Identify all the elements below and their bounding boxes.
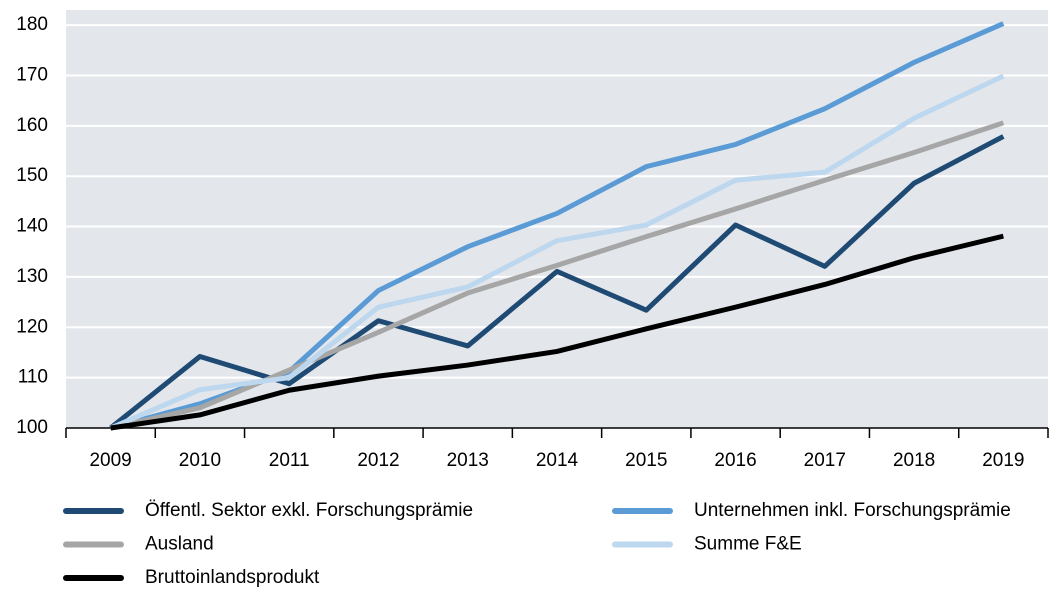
y-tick-label: 170: [16, 64, 48, 85]
x-tick-label: 2019: [982, 450, 1024, 471]
x-tick-label: 2013: [447, 450, 489, 471]
plot-area: [66, 10, 1048, 428]
y-tick-label: 180: [16, 14, 48, 35]
series-line: [109, 73, 1005, 431]
y-tick-label: 160: [16, 115, 48, 136]
x-tick-label: 2009: [89, 450, 131, 471]
legend-label: Ausland: [145, 534, 214, 555]
x-tick-label: 2012: [357, 450, 399, 471]
x-tick-label: 2015: [625, 450, 667, 471]
y-tick-label: 150: [16, 165, 48, 186]
legend-label: Öffentl. Sektor exkl. Forschungsprämie: [145, 500, 473, 521]
x-tick-label: 2010: [179, 450, 221, 471]
series-line: [109, 134, 1005, 430]
x-tick-label: 2011: [269, 450, 310, 471]
x-tick-label: 2018: [893, 450, 935, 471]
x-tick-label: 2017: [804, 450, 846, 471]
legend-label: Unternehmen inkl. Forschungsprämie: [694, 500, 1011, 521]
y-tick-label: 120: [16, 316, 48, 337]
series-line: [110, 233, 1004, 431]
y-tick-label: 110: [18, 367, 48, 388]
x-tick-label: 2016: [714, 450, 756, 471]
y-tick-label: 140: [16, 216, 48, 237]
x-tick-label: 2014: [536, 450, 579, 471]
legend-label: Summe F&E: [694, 534, 802, 555]
y-tick-label: 130: [16, 266, 48, 287]
y-tick-label: 100: [16, 417, 48, 438]
legend-label: Bruttoinlandsprodukt: [145, 567, 320, 588]
